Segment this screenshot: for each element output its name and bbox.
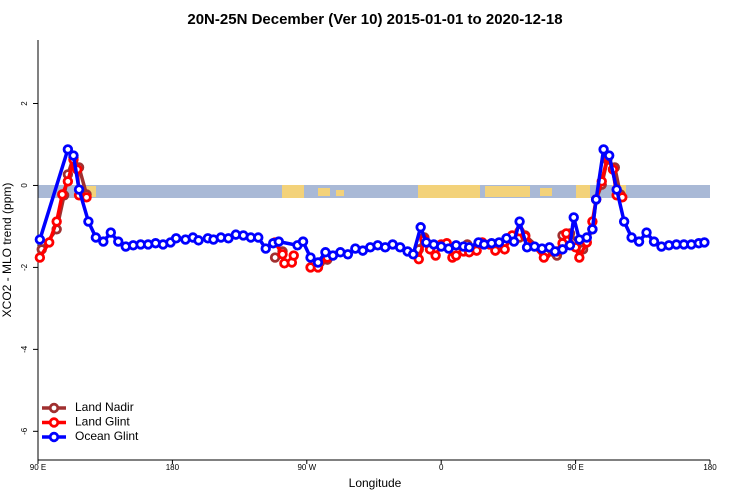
- data-point: [604, 150, 615, 161]
- y-tick-label: 0: [20, 183, 29, 188]
- data-point: [62, 144, 74, 155]
- data-point: [305, 252, 316, 263]
- data-point: [561, 228, 572, 239]
- data-point: [297, 236, 309, 247]
- data-point: [590, 194, 602, 205]
- data-point: [105, 227, 116, 238]
- data-point: [312, 257, 324, 268]
- x-axis-label: Longitude: [349, 476, 402, 490]
- x-tick-label: 90 W: [297, 463, 316, 472]
- data-point: [223, 233, 234, 244]
- data-point: [598, 144, 609, 155]
- data-point: [34, 252, 46, 263]
- y-axis-label: XCO2 - MLO trend (ppm): [0, 183, 14, 318]
- data-point: [34, 234, 46, 245]
- data-point: [538, 252, 550, 263]
- data-point: [90, 232, 102, 243]
- data-point: [514, 216, 525, 227]
- data-point: [493, 237, 505, 248]
- chart-title: 20N-25N December (Ver 10) 2015-01-01 to …: [187, 11, 562, 28]
- x-tick-label: 180: [166, 463, 180, 472]
- data-point: [415, 222, 426, 233]
- data-point: [581, 232, 592, 243]
- legend-marker: [48, 417, 60, 428]
- y-tick-label: -2: [20, 263, 29, 271]
- y-tick-label: -4: [20, 345, 29, 353]
- data-point: [44, 237, 55, 248]
- data-point: [611, 184, 622, 195]
- map-strip: [38, 185, 710, 198]
- x-tick-label: 180: [703, 463, 717, 472]
- data-point: [277, 249, 288, 260]
- data-point: [193, 235, 204, 246]
- data-point: [98, 236, 109, 247]
- data-point: [568, 212, 579, 223]
- data-point: [83, 216, 94, 227]
- legend-label: Land Nadir: [75, 400, 134, 414]
- y-tick-label: 2: [20, 101, 29, 106]
- data-point: [699, 237, 710, 248]
- data-point: [113, 236, 124, 247]
- data-point: [394, 242, 406, 253]
- data-point: [648, 236, 660, 247]
- x-tick-label: 90 E: [567, 463, 583, 472]
- legend-marker: [48, 431, 60, 443]
- data-point: [288, 250, 299, 261]
- data-point: [68, 150, 79, 161]
- data-point: [430, 250, 441, 261]
- data-point: [626, 232, 637, 243]
- data-point: [408, 249, 419, 260]
- data-point: [51, 216, 62, 227]
- data-point: [450, 250, 462, 261]
- data-point: [574, 252, 585, 263]
- legend-label: Land Glint: [75, 415, 130, 429]
- data-point: [641, 227, 652, 238]
- data-point: [508, 236, 520, 247]
- data-point: [564, 240, 576, 251]
- data-point: [57, 189, 68, 200]
- data-point: [253, 232, 264, 243]
- x-tick-label: 90 E: [30, 463, 46, 472]
- data-point: [587, 224, 598, 235]
- data-point: [633, 236, 645, 247]
- data-point: [342, 249, 354, 260]
- x-tick-label: 0: [439, 463, 444, 472]
- legend-marker: [48, 402, 60, 414]
- data-point: [260, 243, 271, 254]
- data-point: [464, 242, 475, 253]
- data-point: [618, 216, 630, 227]
- data-point: [273, 236, 284, 247]
- data-point: [170, 233, 182, 244]
- data-point: [73, 184, 85, 195]
- data-point: [499, 244, 510, 255]
- y-tick-label: -6: [20, 427, 29, 435]
- data-point: [62, 176, 74, 187]
- legend-label: Ocean Glint: [75, 429, 139, 443]
- data-point: [557, 244, 568, 255]
